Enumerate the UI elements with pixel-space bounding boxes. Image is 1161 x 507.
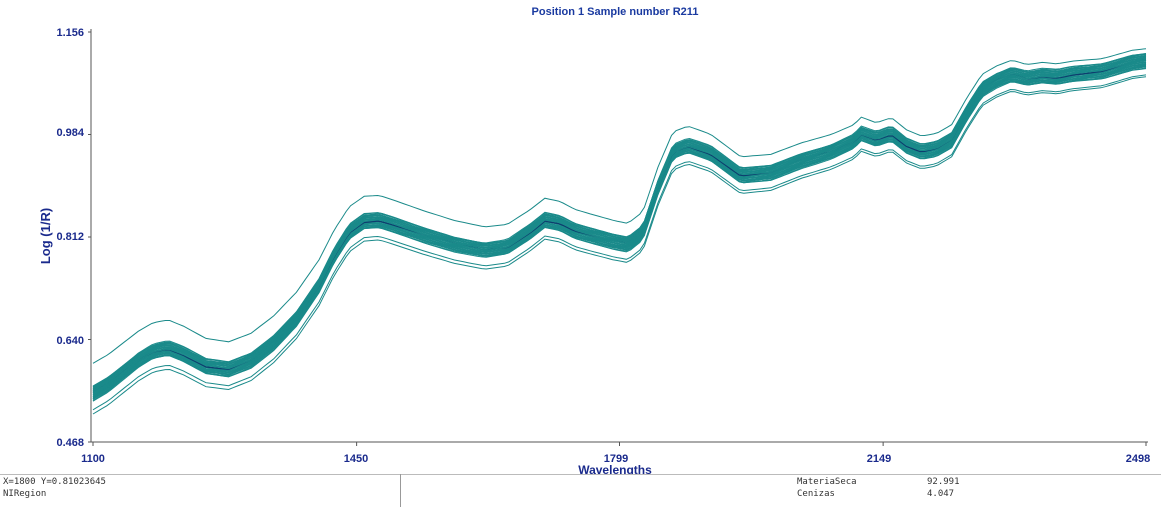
cursor-readout: X=1800 Y=0.81023645	[3, 477, 106, 487]
spectrum-line	[92, 55, 1147, 389]
spectrum-line	[92, 65, 1147, 399]
spectrum-line	[92, 59, 1147, 393]
spectrum-line	[92, 58, 1147, 392]
status-divider	[0, 474, 1161, 475]
spectrum-outlier-line	[92, 74, 1147, 411]
y-ticks: 1.156 0.984 0.812 0.640 0.468	[56, 27, 84, 449]
spectrum-line	[92, 55, 1147, 390]
spectrum-line	[92, 61, 1147, 395]
x-ticks: 1100 1450 1799 2149 2498	[81, 453, 1150, 465]
spectrum-line	[92, 54, 1147, 389]
result-name: MateriaSeca	[797, 477, 857, 487]
x-tick-label: 1100	[81, 453, 105, 465]
spectrum-line	[92, 60, 1147, 394]
spectrum-line	[92, 66, 1147, 400]
spectrum-line	[92, 61, 1147, 395]
x-tick-label: 2149	[867, 453, 891, 465]
spectrum-line	[92, 59, 1147, 394]
spectrum-line	[92, 63, 1147, 398]
spectrum-line	[92, 56, 1147, 391]
spectrum-line	[92, 65, 1147, 400]
spectrum-line	[92, 62, 1147, 396]
result-value: 92.991	[927, 477, 960, 487]
spectrum-line	[92, 64, 1147, 398]
spectrum-line	[92, 65, 1147, 400]
spectrum-line	[92, 53, 1147, 388]
spectrum-line	[92, 63, 1147, 398]
nir-spectrum-chart: Position 1 Sample number R211 Log (1/R) …	[38, 6, 1150, 474]
spectrum-line	[92, 58, 1147, 392]
status-separator	[400, 474, 401, 507]
y-tick-label: 0.984	[56, 127, 84, 139]
spectrum-line	[92, 59, 1147, 393]
spectrum-line	[92, 67, 1147, 401]
spectrum-line	[92, 62, 1147, 397]
result-row: Cenizas 4.047	[797, 488, 987, 500]
y-tick-label: 0.812	[56, 231, 84, 243]
spectrum-line	[92, 68, 1147, 402]
spectrum-line	[92, 61, 1147, 396]
status-bar: X=1800 Y=0.81023645 NIRegion MateriaSeca…	[0, 474, 1161, 507]
chart-title: Position 1 Sample number R211	[532, 6, 699, 18]
result-row: MateriaSeca 92.991	[797, 476, 987, 488]
spectrum-line	[92, 57, 1147, 391]
spectrum-line	[92, 57, 1147, 391]
tick-marks	[88, 31, 1147, 446]
region-label: NIRegion	[3, 489, 47, 499]
spectrum-line	[92, 64, 1147, 399]
prediction-results: MateriaSeca 92.991 Cenizas 4.047	[797, 476, 987, 500]
spectrum-line	[92, 59, 1147, 393]
spectrum-line	[92, 65, 1147, 399]
spectrum-line	[92, 62, 1147, 396]
x-tick-label: 1799	[604, 453, 628, 465]
y-axis-label: Log (1/R)	[38, 208, 53, 264]
spectrum-outlier-line	[92, 76, 1147, 415]
y-tick-label: 0.468	[56, 437, 84, 449]
spectrum-line	[92, 61, 1147, 395]
spectrum-line	[92, 57, 1147, 392]
spectrum-outlier-line	[92, 48, 1147, 364]
x-tick-label: 1450	[344, 453, 368, 465]
spectrum-line	[92, 57, 1147, 392]
spectrum-line	[92, 53, 1147, 387]
spectrum-line	[92, 63, 1147, 398]
spectrum-line	[92, 60, 1147, 394]
x-axis-label: Wavelengths	[578, 463, 652, 474]
spectrum-line	[92, 53, 1147, 388]
result-name: Cenizas	[797, 489, 835, 499]
result-value: 4.047	[927, 489, 955, 499]
y-tick-label: 0.640	[56, 335, 84, 347]
spectrum-line	[92, 53, 1147, 387]
x-tick-label: 2498	[1126, 453, 1150, 465]
y-tick-label: 1.156	[56, 27, 84, 39]
spectrum-line	[92, 63, 1147, 397]
spectrum-line	[92, 53, 1147, 388]
status-left: X=1800 Y=0.81023645 NIRegion	[3, 476, 106, 500]
spectrum-line	[92, 55, 1147, 390]
spectra-lines	[92, 48, 1147, 415]
spectrum-line	[92, 66, 1147, 400]
